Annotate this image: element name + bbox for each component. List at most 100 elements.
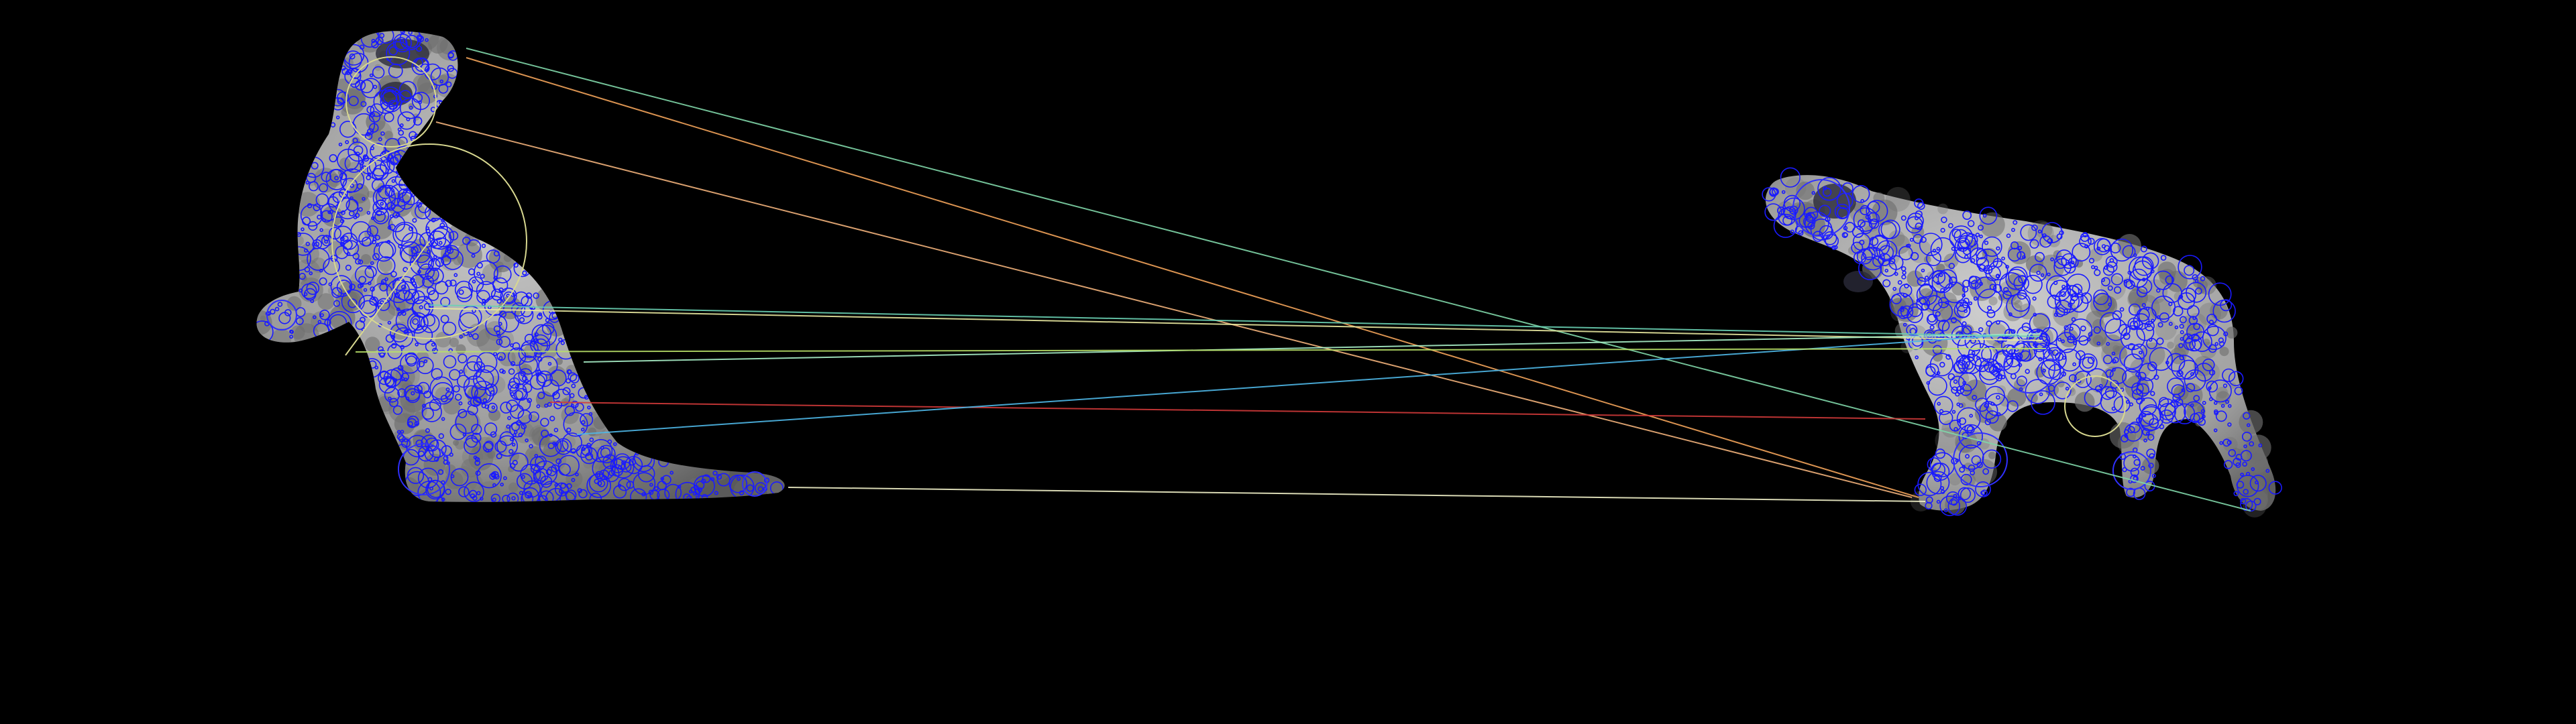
keypoint [629, 458, 637, 466]
keypoint [1961, 354, 1967, 360]
keypoint [2253, 497, 2261, 505]
keypoint [419, 305, 423, 310]
match-lines [355, 48, 2251, 511]
keypoint [484, 422, 498, 436]
keypoint [540, 475, 553, 488]
keypoint [474, 460, 481, 466]
keypoint [2133, 459, 2141, 467]
shadow-blotch [2225, 326, 2238, 339]
shadow-blotch [454, 410, 481, 436]
shadow-blotch [2117, 432, 2139, 455]
keypoint [449, 452, 453, 457]
keypoint [2202, 325, 2226, 350]
keypoint [423, 359, 428, 363]
keypoint [431, 381, 454, 405]
keypoint [299, 288, 303, 293]
keypoint [2141, 404, 2162, 425]
keypoint [2159, 409, 2174, 424]
left-keypoints [256, 31, 784, 502]
keypoint [1762, 187, 1776, 202]
keypoint [2068, 257, 2079, 268]
keypoint [589, 437, 594, 442]
keypoint [333, 225, 352, 244]
keypoint [533, 471, 546, 484]
keypoint [2254, 480, 2259, 485]
keypoint [449, 280, 457, 287]
keypoint [527, 398, 533, 404]
keypoint [411, 246, 419, 254]
keypoint [1951, 229, 1962, 239]
keypoint [564, 406, 575, 416]
keypoint [320, 313, 324, 317]
keypoint [2220, 299, 2233, 312]
keypoint [1984, 418, 1992, 426]
shadow-blotch [394, 413, 416, 434]
keypoint [549, 369, 567, 387]
keypoint [1917, 202, 1925, 210]
keypoint [1950, 499, 1957, 506]
keypoint [458, 401, 463, 406]
keypoint [578, 489, 588, 499]
keypoint [522, 383, 533, 393]
keypoint [2068, 302, 2073, 308]
keypoint [378, 349, 386, 357]
keypoint [2013, 275, 2029, 292]
shadow-blotch [508, 482, 519, 493]
keypoint [669, 471, 674, 475]
keypoint [330, 275, 353, 298]
keypoint [1790, 229, 1794, 234]
keypoint [359, 44, 365, 50]
keypoint [468, 276, 484, 292]
keypoint [1919, 298, 1927, 305]
keypoint [386, 279, 411, 304]
keypoint [1901, 274, 1907, 280]
keypoint [397, 388, 407, 398]
keypoint [327, 196, 339, 208]
keypoint [289, 335, 293, 339]
keypoint [2071, 317, 2076, 322]
shadow-blotch [2092, 335, 2104, 346]
keypoint [2129, 303, 2141, 316]
keypoint [372, 84, 378, 89]
keypoint [1985, 385, 2005, 406]
keypoint [1915, 210, 1923, 219]
shadow-blotch [2143, 279, 2168, 304]
keypoint [428, 290, 439, 301]
keypoint [399, 31, 422, 50]
keypoint [319, 277, 327, 286]
keypoint [507, 416, 512, 420]
keypoint [1981, 345, 1998, 363]
keypoint [431, 368, 443, 380]
keypoint [1962, 247, 1972, 255]
keypoint [567, 369, 572, 374]
keypoint [2020, 350, 2031, 362]
shadow-blotch [1937, 203, 1949, 215]
keypoint [2178, 359, 2199, 380]
keypoint [1932, 345, 1943, 355]
keypoint [470, 396, 481, 408]
keypoint [438, 433, 444, 439]
keypoint [1939, 361, 1945, 368]
keypoint [345, 70, 351, 75]
keypoint [649, 483, 653, 487]
keypoint [323, 257, 340, 276]
keypoint [412, 281, 417, 286]
keypoint [2145, 306, 2150, 311]
keypoint [2146, 338, 2157, 349]
keypoint [450, 468, 469, 487]
keypoint [1938, 297, 1949, 308]
keypoint [475, 457, 480, 463]
keypoint [358, 160, 364, 166]
keypoint [320, 210, 333, 223]
keypoint [2002, 344, 2015, 357]
keypoint [397, 136, 408, 147]
keypoint [549, 433, 553, 438]
keypoint [2157, 322, 2163, 328]
keypoint [394, 292, 400, 298]
keypoint [336, 280, 352, 295]
keypoint [2050, 257, 2054, 261]
keypoint [2164, 401, 2186, 424]
keypoint [360, 78, 381, 99]
keypoint [2127, 426, 2135, 434]
